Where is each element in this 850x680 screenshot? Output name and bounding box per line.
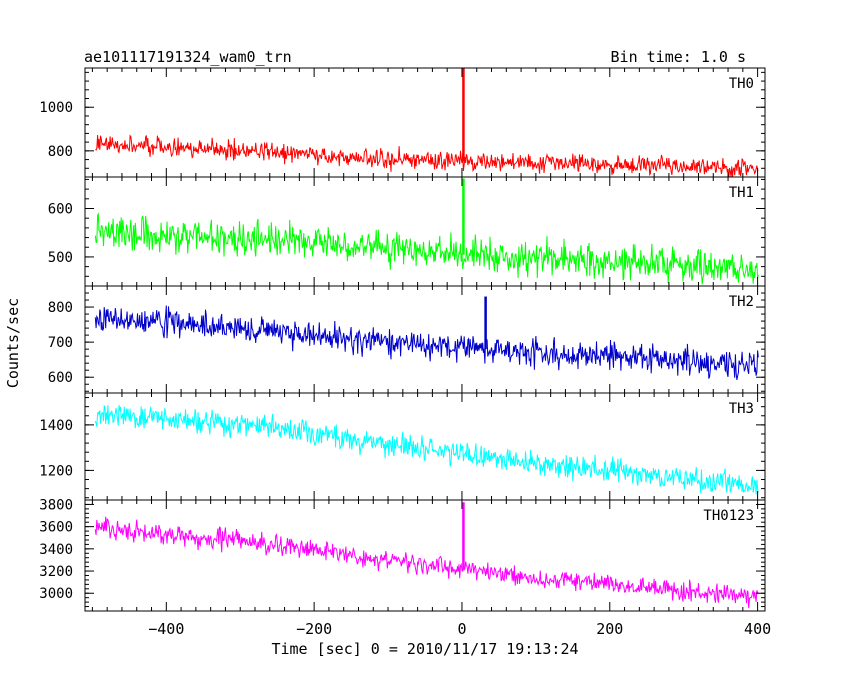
x-tick-label: −400 — [148, 620, 184, 638]
series-line-th3 — [94, 404, 759, 495]
x-tick-label: 200 — [596, 620, 623, 638]
panel-label-th0123: TH0123 — [703, 508, 754, 524]
panel-label-th1: TH1 — [729, 185, 754, 201]
panel-frame-th0123 — [84, 499, 766, 612]
x-tick-label: 400 — [744, 620, 771, 638]
series-line-th1 — [94, 212, 759, 285]
series-line-th0123 — [94, 516, 759, 609]
y-tick-label: 3600 — [39, 520, 73, 536]
x-tick-label: 0 — [457, 620, 466, 638]
y-tick-label: 500 — [48, 250, 73, 266]
panel-th0: TH0 800 1000 — [39, 67, 766, 178]
y-tick-label: 3200 — [39, 564, 73, 580]
panel-th1: TH1 500 600 — [48, 176, 766, 287]
x-axis: −400 −200 0 200 400 — [148, 620, 771, 638]
y-tick-label: 700 — [48, 335, 73, 351]
y-tick-label: 600 — [48, 201, 73, 217]
bin-time-label: Bin time: 1.0 s — [611, 48, 746, 66]
y-tick-label: 800 — [48, 144, 73, 160]
series-line-th0 — [95, 134, 759, 177]
y-tick-label: 600 — [48, 370, 73, 386]
y-tick-label: 3400 — [39, 542, 73, 558]
y-axis-label: Counts/sec — [4, 298, 22, 388]
y-tick-label: 1000 — [39, 100, 73, 116]
panel-th3: TH3 1200 1400 — [39, 392, 766, 501]
y-tick-label: 1400 — [39, 418, 73, 434]
panel-th2: TH2 600 700 800 — [48, 285, 766, 394]
panel-label-th2: TH2 — [729, 294, 754, 310]
y-tick-label: 800 — [48, 300, 73, 316]
panel-label-th3: TH3 — [729, 401, 754, 417]
x-axis-label: Time [sec] 0 = 2010/11/17 19:13:24 — [271, 640, 578, 658]
panel-frame-th2 — [84, 285, 766, 394]
x-tick-label: −200 — [296, 620, 332, 638]
y-tick-label: 3800 — [39, 497, 73, 513]
y-tick-label: 3000 — [39, 586, 73, 602]
y-tick-label: 1200 — [39, 463, 73, 479]
panel-th0123: TH0123 3000 3200 3400 3600 3800 — [39, 497, 766, 612]
panel-label-th0: TH0 — [729, 76, 754, 92]
chart-title: ae101117191324_wam0_trn — [84, 48, 292, 66]
panels-group: TH0 800 1000 TH1 500 600 TH2 600 700 800 TH3 1200 14… — [39, 67, 766, 612]
series-line-th2 — [94, 305, 759, 380]
